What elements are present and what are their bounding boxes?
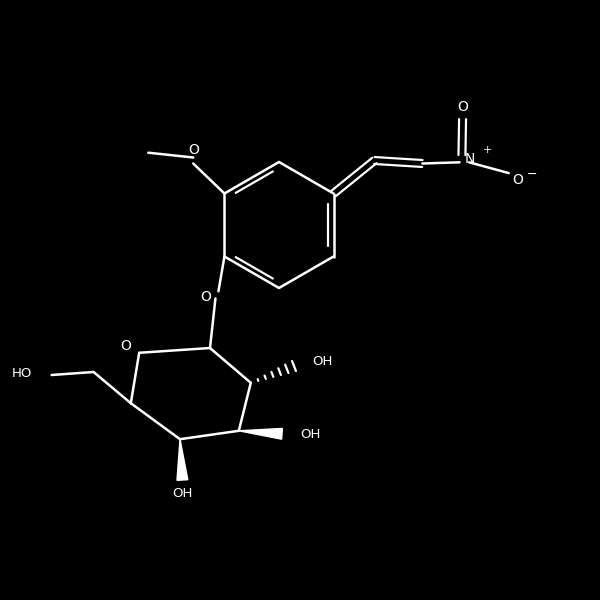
- Text: +: +: [482, 145, 492, 155]
- Polygon shape: [177, 439, 188, 481]
- Text: N: N: [464, 152, 475, 166]
- Text: OH: OH: [312, 355, 332, 368]
- Text: OH: OH: [300, 428, 320, 442]
- Text: O: O: [121, 338, 131, 353]
- Text: HO: HO: [12, 367, 32, 380]
- Text: OH: OH: [172, 487, 193, 500]
- Polygon shape: [239, 428, 283, 439]
- Text: O: O: [512, 173, 523, 187]
- Text: O: O: [457, 100, 468, 114]
- Text: O: O: [200, 290, 211, 304]
- Text: O: O: [188, 143, 199, 157]
- Text: −: −: [527, 168, 537, 181]
